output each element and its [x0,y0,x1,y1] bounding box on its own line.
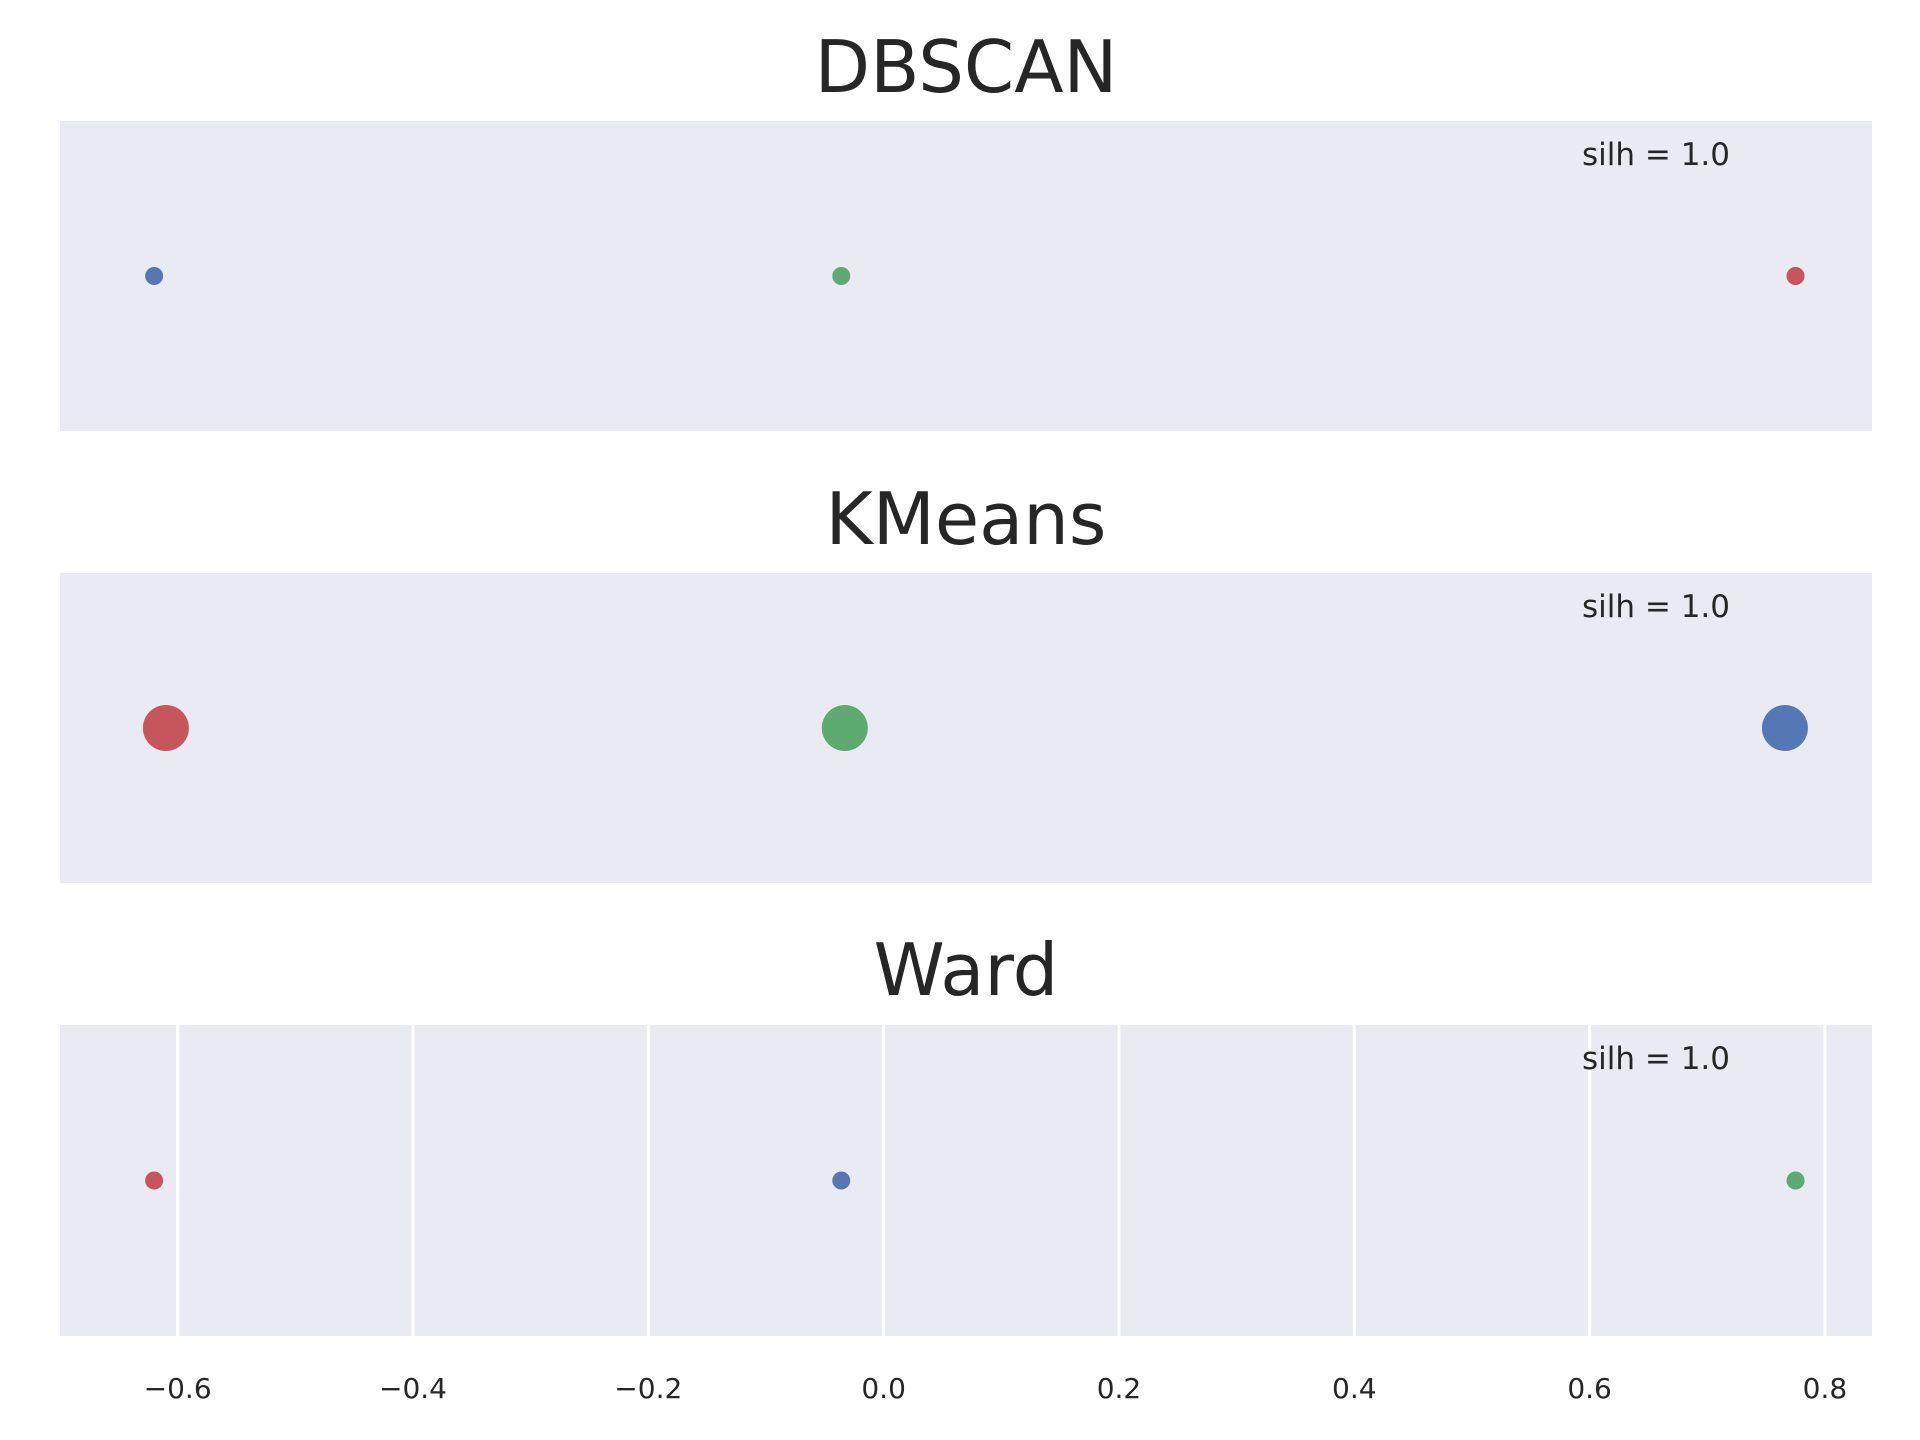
data-point [145,267,164,285]
x-tick-label: 0.8 [1803,1372,1848,1405]
data-point [1786,1171,1805,1190]
plot-area [60,1025,1872,1336]
data-point [821,705,868,751]
x-tick-label: 0.4 [1332,1372,1377,1405]
data-point [145,1171,164,1190]
panel-ward: Ward silh = 1.0 −0.6 −0.4 −0.2 0.0 0.2 0.4 0.6 0.… [60,928,1872,1405]
data-point [832,267,851,285]
plot-area [60,573,1872,883]
x-tick-label: 0.6 [1567,1372,1612,1405]
data-point [1761,705,1808,751]
data-point [142,705,189,751]
x-tick-label: −0.2 [614,1372,682,1405]
x-tick-label: 0.0 [861,1372,906,1405]
x-tick-label: 0.2 [1097,1372,1142,1405]
panel-title: Ward [874,928,1059,1012]
silhouette-score-label: silh = 1.0 [1582,589,1730,625]
panel-kmeans: KMeans silh = 1.0 [60,477,1872,883]
panel-title: KMeans [826,477,1107,561]
silhouette-score-label: silh = 1.0 [1582,1041,1730,1077]
panel-title: DBSCAN [815,25,1118,109]
data-point [1786,267,1805,285]
silhouette-score-label: silh = 1.0 [1582,137,1730,173]
panel-dbscan: DBSCAN silh = 1.0 [60,25,1872,431]
data-point [832,1171,851,1190]
x-tick-label: −0.6 [144,1372,212,1405]
x-tick-label: −0.4 [379,1372,447,1405]
plot-area [60,121,1872,431]
